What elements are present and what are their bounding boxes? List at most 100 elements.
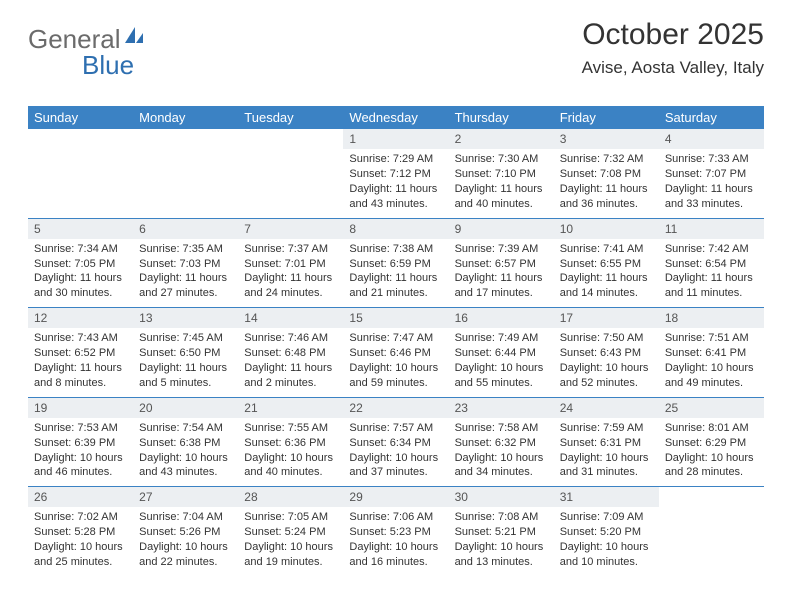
day-details: Sunrise: 7:49 AMSunset: 6:44 PMDaylight:… [449, 328, 554, 396]
weekday-label: Friday [554, 106, 659, 129]
sunset-line: Sunset: 5:26 PM [139, 525, 232, 540]
daylight-line: Daylight: 10 hours and 52 minutes. [560, 361, 653, 391]
day-details: Sunrise: 7:34 AMSunset: 7:05 PMDaylight:… [28, 239, 133, 307]
calendar-cell: 27Sunrise: 7:04 AMSunset: 5:26 PMDayligh… [133, 487, 238, 576]
sunrise-line: Sunrise: 7:09 AM [560, 510, 653, 525]
sunrise-line: Sunrise: 7:57 AM [349, 421, 442, 436]
day-number: 7 [238, 219, 343, 239]
daylight-line: Daylight: 10 hours and 13 minutes. [455, 540, 548, 570]
calendar-cell: 11 Sunrise: 7:42 AMSunset: 6:54 PMDayligh… [659, 219, 764, 308]
sunrise-line: Sunrise: 7:34 AM [34, 242, 127, 257]
day-number: 13 [133, 308, 238, 328]
sunset-line: Sunset: 7:10 PM [455, 167, 548, 182]
daylight-line: Daylight: 11 hours and 36 minutes. [560, 182, 653, 212]
daylight-line: Daylight: 11 hours and 21 minutes. [349, 271, 442, 301]
calendar-cell: 24Sunrise: 7:59 AMSunset: 6:31 PMDayligh… [554, 398, 659, 487]
daylight-line: Daylight: 10 hours and 19 minutes. [244, 540, 337, 570]
sunset-line: Sunset: 7:07 PM [665, 167, 758, 182]
day-details: Sunrise: 7:08 AMSunset: 5:21 PMDaylight:… [449, 507, 554, 575]
day-details: Sunrise: 7:39 AMSunset: 6:57 PMDaylight:… [449, 239, 554, 307]
sunrise-line: Sunrise: 7:04 AM [139, 510, 232, 525]
day-details: Sunrise: 7:59 AMSunset: 6:31 PMDaylight:… [554, 418, 659, 486]
sunrise-line: Sunrise: 7:30 AM [455, 152, 548, 167]
calendar-cell: 19Sunrise: 7:53 AMSunset: 6:39 PMDayligh… [28, 398, 133, 487]
sunset-line: Sunset: 5:20 PM [560, 525, 653, 540]
daylight-line: Daylight: 11 hours and 40 minutes. [455, 182, 548, 212]
day-details: Sunrise: 7:38 AMSunset: 6:59 PMDaylight:… [343, 239, 448, 307]
sunset-line: Sunset: 7:08 PM [560, 167, 653, 182]
sunset-line: Sunset: 6:57 PM [455, 257, 548, 272]
sunrise-line: Sunrise: 7:51 AM [665, 331, 758, 346]
day-number: 9 [449, 219, 554, 239]
calendar-cell: 10Sunrise: 7:41 AMSunset: 6:55 PMDayligh… [554, 219, 659, 308]
calendar-cell: 12Sunrise: 7:43 AMSunset: 6:52 PMDayligh… [28, 308, 133, 397]
sunrise-line: Sunrise: 7:55 AM [244, 421, 337, 436]
calendar-cell: 18Sunrise: 7:51 AMSunset: 6:41 PMDayligh… [659, 308, 764, 397]
day-details: Sunrise: 7:45 AMSunset: 6:50 PMDaylight:… [133, 328, 238, 396]
sunrise-line: Sunrise: 7:59 AM [560, 421, 653, 436]
sunset-line: Sunset: 6:39 PM [34, 436, 127, 451]
sunset-line: Sunset: 6:55 PM [560, 257, 653, 272]
day-number: 5 [28, 219, 133, 239]
sunset-line: Sunset: 6:54 PM [665, 257, 758, 272]
daylight-line: Daylight: 10 hours and 31 minutes. [560, 451, 653, 481]
daylight-line: Daylight: 10 hours and 10 minutes. [560, 540, 653, 570]
daylight-line: Daylight: 10 hours and 43 minutes. [139, 451, 232, 481]
calendar-cell: 29Sunrise: 7:06 AMSunset: 5:23 PMDayligh… [343, 487, 448, 576]
sunrise-line: Sunrise: 7:41 AM [560, 242, 653, 257]
day-details: Sunrise: 7:47 AMSunset: 6:46 PMDaylight:… [343, 328, 448, 396]
daylight-line: Daylight: 11 hours and 11 minutes. [665, 271, 758, 301]
calendar-cell: 15Sunrise: 7:47 AMSunset: 6:46 PMDayligh… [343, 308, 448, 397]
sunset-line: Sunset: 6:44 PM [455, 346, 548, 361]
sunset-line: Sunset: 6:38 PM [139, 436, 232, 451]
day-details: Sunrise: 7:33 AMSunset: 7:07 PMDaylight:… [659, 149, 764, 217]
weekday-header: Sunday Monday Tuesday Wednesday Thursday… [28, 106, 764, 129]
sunrise-line: Sunrise: 7:39 AM [455, 242, 548, 257]
day-number: 11 [659, 219, 764, 239]
day-details: Sunrise: 7:51 AMSunset: 6:41 PMDaylight:… [659, 328, 764, 396]
logo: General Blue [28, 24, 145, 55]
day-number: 21 [238, 398, 343, 418]
day-number: 20 [133, 398, 238, 418]
daylight-line: Daylight: 10 hours and 49 minutes. [665, 361, 758, 391]
day-details: Sunrise: 7:53 AMSunset: 6:39 PMDaylight:… [28, 418, 133, 486]
calendar-cell: . [238, 129, 343, 218]
day-number: 27 [133, 487, 238, 507]
sunset-line: Sunset: 5:23 PM [349, 525, 442, 540]
sunrise-line: Sunrise: 7:46 AM [244, 331, 337, 346]
calendar-cell: 31Sunrise: 7:09 AMSunset: 5:20 PMDayligh… [554, 487, 659, 576]
weekday-label: Tuesday [238, 106, 343, 129]
day-number: 28 [238, 487, 343, 507]
daylight-line: Daylight: 11 hours and 2 minutes. [244, 361, 337, 391]
sunset-line: Sunset: 6:34 PM [349, 436, 442, 451]
daylight-line: Daylight: 10 hours and 40 minutes. [244, 451, 337, 481]
day-details: Sunrise: 8:01 AMSunset: 6:29 PMDaylight:… [659, 418, 764, 486]
sunrise-line: Sunrise: 8:01 AM [665, 421, 758, 436]
day-number: 30 [449, 487, 554, 507]
weekday-label: Wednesday [343, 106, 448, 129]
sunrise-line: Sunrise: 7:45 AM [139, 331, 232, 346]
sunset-line: Sunset: 6:31 PM [560, 436, 653, 451]
day-details: Sunrise: 7:05 AMSunset: 5:24 PMDaylight:… [238, 507, 343, 575]
daylight-line: Daylight: 11 hours and 43 minutes. [349, 182, 442, 212]
calendar-week: 19Sunrise: 7:53 AMSunset: 6:39 PMDayligh… [28, 397, 764, 487]
day-number: 17 [554, 308, 659, 328]
sunset-line: Sunset: 6:46 PM [349, 346, 442, 361]
sunrise-line: Sunrise: 7:43 AM [34, 331, 127, 346]
day-number: 19 [28, 398, 133, 418]
calendar-week: 5Sunrise: 7:34 AMSunset: 7:05 PMDaylight… [28, 218, 764, 308]
calendar-cell: 21Sunrise: 7:55 AMSunset: 6:36 PMDayligh… [238, 398, 343, 487]
sunrise-line: Sunrise: 7:42 AM [665, 242, 758, 257]
sunset-line: Sunset: 7:01 PM [244, 257, 337, 272]
sunset-line: Sunset: 6:29 PM [665, 436, 758, 451]
calendar-week: 26Sunrise: 7:02 AMSunset: 5:28 PMDayligh… [28, 486, 764, 576]
calendar-week: ...1Sunrise: 7:29 AMSunset: 7:12 PMDayli… [28, 129, 764, 218]
day-number: 29 [343, 487, 448, 507]
calendar-cell: 28Sunrise: 7:05 AMSunset: 5:24 PMDayligh… [238, 487, 343, 576]
day-number: 24 [554, 398, 659, 418]
day-details: Sunrise: 7:46 AMSunset: 6:48 PMDaylight:… [238, 328, 343, 396]
calendar-cell: 13Sunrise: 7:45 AMSunset: 6:50 PMDayligh… [133, 308, 238, 397]
calendar: Sunday Monday Tuesday Wednesday Thursday… [28, 106, 764, 576]
sunrise-line: Sunrise: 7:47 AM [349, 331, 442, 346]
calendar-cell: 14Sunrise: 7:46 AMSunset: 6:48 PMDayligh… [238, 308, 343, 397]
